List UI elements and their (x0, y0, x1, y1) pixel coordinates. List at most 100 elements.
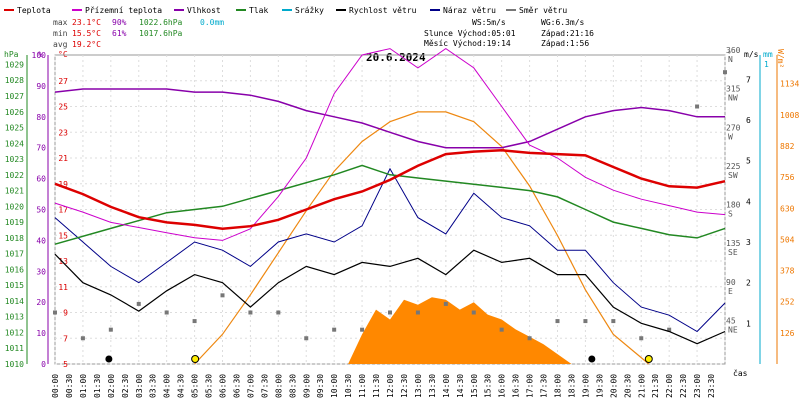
legend-item: Rychlost větru (349, 6, 417, 15)
x-tick-label: 13:30 (428, 374, 437, 398)
x-tick-label: 05:30 (205, 374, 214, 398)
x-tick-label: 10:00 (330, 374, 339, 398)
temp-tick-label: 9 (63, 309, 68, 318)
humidity-tick-label: 70 (36, 144, 46, 153)
direction-tick-label: 225 (726, 162, 741, 171)
pressure-tick-label: 1028 (5, 76, 24, 85)
wind-direction-point (527, 336, 532, 341)
wind-direction-point (220, 293, 225, 298)
x-tick-label: 00:00 (51, 374, 60, 398)
x-tick-label: 07:30 (260, 374, 269, 398)
legend-item: Tlak (249, 6, 268, 15)
solar-tick-label: 126 (780, 329, 795, 338)
direction-tick-label: 180 (726, 201, 741, 210)
wind-speed-summary: WS:5m/s (472, 18, 506, 27)
temp-tick-label: 19 (58, 180, 68, 189)
humidity-tick-label: 20 (36, 298, 46, 307)
moon-set: Západ:1:56 (541, 39, 589, 48)
solar-tick-label: 756 (780, 173, 795, 182)
humidity-tick-label: 50 (36, 206, 46, 215)
x-tick-label: 05:00 (191, 374, 200, 398)
x-tick-label: 23:30 (707, 374, 716, 398)
chart-date: 20.6.2024 (366, 51, 426, 64)
unit-wm2: W/m² (776, 49, 785, 68)
solar-tick-label: 1008 (780, 111, 799, 120)
wind-tick-label: 5 (746, 157, 751, 166)
stats-max-temp: 23.1°C (72, 18, 101, 27)
temp-tick-label: 7 (63, 334, 68, 343)
direction-tick-label: 270 (726, 123, 741, 132)
x-tick-label: 16:30 (512, 374, 521, 398)
wind-tick-label: 2 (746, 279, 751, 288)
x-tick-label: 00:30 (65, 374, 74, 398)
unit-deg: ° (727, 50, 732, 59)
theoretical-radiation-line (194, 111, 650, 365)
sun-marker (644, 355, 653, 363)
humidity-tick-label: 40 (36, 236, 46, 245)
temp-tick-label: 25 (58, 103, 68, 112)
x-tick-label: 17:30 (540, 374, 549, 398)
x-tick-label: 23:00 (693, 374, 702, 398)
temp-tick-label: 11 (58, 283, 68, 292)
unit-mm: mm (763, 50, 773, 59)
wind-direction-point (108, 327, 113, 332)
pressure-tick-label: 1016 (5, 265, 24, 274)
x-tick-label: 17:00 (526, 374, 535, 398)
series-layer (53, 47, 727, 365)
pressure-tick-label: 1025 (5, 124, 24, 133)
unit-ms: m/s (744, 50, 759, 59)
pressure-tick-label: 1023 (5, 155, 24, 164)
wind-direction-point (332, 327, 337, 332)
wind-speed-line (54, 249, 726, 345)
pressure-tick-label: 1015 (5, 281, 24, 290)
pressure-tick-label: 1021 (5, 187, 24, 196)
x-tick-label: 06:00 (219, 374, 228, 398)
x-tick-label: 02:00 (107, 374, 116, 398)
stats-min-label: min (53, 29, 68, 38)
x-tick-label: 04:30 (177, 374, 186, 398)
x-axis-labels: 00:00 00:30 01:00 01:30 02:00 02:30 03:00 03:30… (51, 374, 716, 398)
wind-gust-line (54, 167, 726, 333)
pressure-tick-label: 1011 (5, 344, 24, 353)
direction-tick-label: NE (728, 325, 738, 334)
x-tick-label: 21:00 (637, 374, 646, 398)
temp-tick-label: 17 (58, 206, 68, 215)
x-tick-label: 12:30 (400, 374, 409, 398)
stats-avg-temp: 19.2°C (72, 40, 101, 49)
pressure-tick-label: 1019 (5, 218, 24, 227)
direction-tick-label: SE (728, 248, 738, 257)
moon-rise: Měsíc Východ:19:14 (424, 39, 511, 48)
x-tick-label: 01:00 (79, 374, 88, 398)
wind-tick-label: 4 (746, 197, 751, 206)
wind-direction-point (388, 310, 392, 315)
legend: Teplota Přízemní teplota Vlhkost Tlak Srážky… (4, 6, 567, 15)
x-tick-label: 11:30 (372, 374, 381, 398)
wind-direction-point (248, 310, 253, 315)
solar-tick-label: 882 (780, 142, 795, 151)
x-tick-label: 03:30 (149, 374, 158, 398)
x-tick-label: 22:30 (679, 374, 688, 398)
pressure-tick-label: 1022 (5, 171, 24, 180)
stats-rain: 0.0mm (200, 18, 224, 27)
legend-item: Přízemní teplota (85, 6, 162, 15)
stats-min-hum: 61% (112, 29, 127, 38)
stats-min-temp: 15.5°C (72, 29, 101, 38)
x-tick-label: 12:00 (386, 374, 395, 398)
pressure-tick-label: 1012 (5, 328, 24, 337)
ground-temperature-line (54, 47, 726, 241)
direction-tick-label: S (728, 210, 733, 219)
direction-tick-label: 90 (726, 278, 736, 287)
wind-direction-point (499, 327, 504, 332)
wind-direction-point (443, 301, 448, 306)
temperature-line (54, 149, 726, 231)
humidity-line (54, 88, 725, 149)
pressure-tick-label: 1018 (5, 234, 24, 243)
solar-tick-label: 630 (780, 204, 795, 213)
stats-avg-label: avg (53, 40, 68, 49)
wind-direction-point (415, 310, 420, 315)
x-tick-label: 15:30 (484, 374, 493, 398)
direction-tick-label: NW (728, 94, 738, 103)
pressure-tick-label: 1014 (5, 297, 24, 306)
astro-info: WS:5m/s WG:6.3m/s Slunce Východ:05:01 Zá… (424, 18, 594, 48)
